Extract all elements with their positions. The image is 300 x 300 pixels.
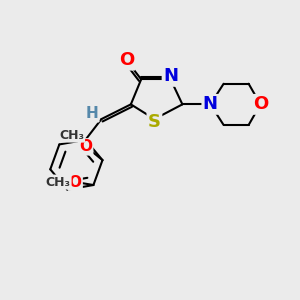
Text: CH₃: CH₃ — [46, 176, 70, 189]
Text: O: O — [119, 51, 134, 69]
Text: N: N — [203, 95, 218, 113]
Text: S: S — [148, 113, 161, 131]
Text: O: O — [253, 95, 268, 113]
Text: H: H — [85, 106, 98, 121]
Text: N: N — [163, 68, 178, 85]
Text: CH₃: CH₃ — [59, 129, 84, 142]
Text: O: O — [69, 175, 82, 190]
Text: O: O — [79, 140, 92, 154]
